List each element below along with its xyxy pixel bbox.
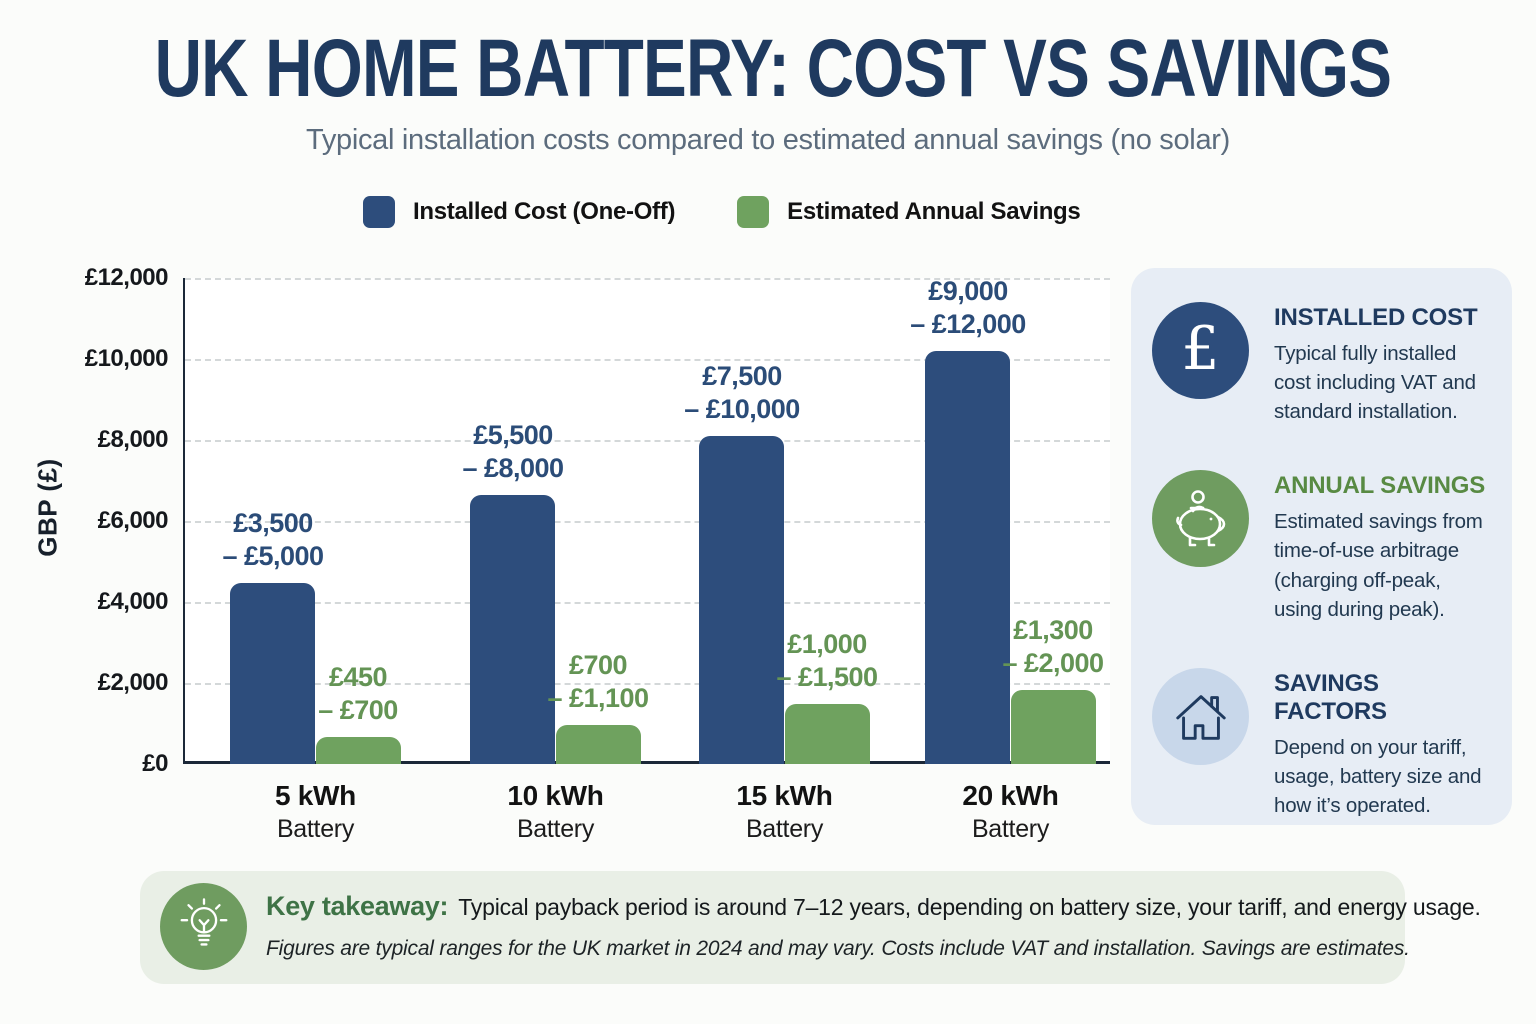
x-tick-sublabel: Battery	[745, 815, 824, 843]
y-tick-label: £12,000	[84, 264, 169, 291]
cost-bar-label: £3,500– £5,000	[163, 507, 383, 573]
cost-bar	[925, 351, 1010, 764]
bar-group: £7,500– £10,000 £1,000– £1,500 15 kWh Batte…	[684, 278, 878, 843]
cost-range-line: – £10,000	[684, 394, 800, 424]
savings-range-line: – £1,500	[776, 662, 878, 692]
y-tick-label: £4,000	[97, 588, 169, 615]
x-tick-category: 10 kWh	[507, 780, 604, 811]
cost-range-line: – £8,000	[462, 453, 564, 483]
savings-range-line: – £1,100	[547, 683, 649, 713]
plot-area: £3,500– £5,000 £450– £700 5 kWh Battery £5,5…	[183, 276, 1110, 843]
sidebar-item-title: ANNUAL SAVINGS	[1274, 472, 1485, 500]
legend-swatch-cost	[363, 196, 395, 228]
grid-line	[185, 683, 1110, 685]
cost-bar	[699, 436, 784, 764]
x-tick-category: 20 kWh	[962, 780, 1059, 811]
lightbulb-icon	[160, 883, 247, 970]
x-tick-sublabel: Battery	[971, 815, 1050, 843]
key-takeaway-text: Typical payback period is around 7–12 ye…	[458, 894, 1481, 920]
cost-range-line: – £12,000	[910, 309, 1026, 339]
chart-legend: Installed Cost (One-Off) Estimated Annua…	[363, 196, 1081, 228]
cost-range-line: £9,000	[928, 276, 1008, 306]
grid-line	[185, 521, 1110, 523]
sidebar-item-title: INSTALLED COST	[1274, 304, 1478, 331]
sidebar-item-installed-cost: £ INSTALLED COST Typical fully installed…	[1152, 302, 1492, 426]
sidebar-item-title: SAVINGS FACTORS	[1274, 669, 1387, 725]
savings-bar	[1011, 690, 1096, 764]
x-tick-label: 10 kWh Battery	[470, 780, 641, 844]
bar-group: £5,500– £8,000 £700– £1,100 10 kWh Battery	[462, 278, 649, 843]
x-tick-label: 20 kWh Battery	[925, 780, 1096, 844]
savings-range-line: £700	[568, 650, 628, 680]
sidebar-item-savings-factors: SAVINGS FACTORS Depend on your tariff, u…	[1152, 667, 1492, 820]
legend-label: Installed Cost (One-Off)	[413, 198, 676, 225]
savings-bar	[556, 725, 641, 764]
bar-group: £3,500– £5,000 £450– £700 5 kWh Battery	[222, 278, 401, 843]
cost-bar	[230, 583, 315, 764]
savings-range-line: – £700	[318, 695, 398, 725]
savings-bar-label: £450– £700	[248, 661, 468, 727]
legend-item-installed-cost: Installed Cost (One-Off)	[363, 196, 675, 228]
sidebar-item-annual-savings: ANNUAL SAVINGS Estimated savings from ti…	[1152, 470, 1492, 623]
savings-range-line: – £2,000	[1002, 648, 1104, 678]
cost-range-line: £3,500	[233, 508, 313, 538]
x-tick-sublabel: Battery	[516, 815, 595, 843]
key-takeaway-banner: Key takeaway: Typical payback period is a…	[140, 871, 1481, 984]
legend-item-annual-savings: Estimated Annual Savings	[737, 196, 1081, 228]
info-sidebar: £ INSTALLED COST Typical fully installed…	[1131, 268, 1512, 825]
pound-icon: £	[1152, 302, 1249, 399]
x-tick-label: 5 kWh Battery	[230, 780, 401, 844]
cost-bar-label: £7,500– £10,000	[632, 360, 852, 426]
sidebar-item-text: Typical fully installed cost including V…	[1274, 342, 1476, 424]
bar-group: £9,000– £12,000 £1,300– £2,000 20 kWh Batte…	[910, 276, 1104, 843]
y-tick-label: £2,000	[97, 669, 169, 696]
cost-bar-label: £5,500– £8,000	[403, 419, 623, 485]
page-subtitle: Typical installation costs compared to e…	[306, 124, 1230, 156]
grid-line	[185, 440, 1110, 442]
grid-line	[185, 359, 1110, 361]
legend-label: Estimated Annual Savings	[787, 198, 1081, 225]
savings-bar-label: £1,300– £2,000	[943, 614, 1163, 680]
cost-bar	[470, 495, 555, 764]
takeaway-footnote: Figures are typical ranges for the UK ma…	[266, 937, 1410, 960]
house-icon	[1152, 667, 1249, 765]
sidebar-item-text: Depend on your tariff, usage, battery si…	[1274, 735, 1482, 817]
page-title: UK HOME BATTERY: COST VS SAVINGS	[154, 23, 1392, 114]
cost-bar-label: £9,000– £12,000	[858, 275, 1078, 341]
savings-range-line: £450	[328, 662, 388, 692]
key-takeaway-label: Key takeaway:	[266, 891, 449, 921]
header: UK HOME BATTERY: COST VS SAVINGS Typical…	[0, 28, 1536, 157]
y-tick-label: £0	[142, 750, 168, 777]
sidebar-item-text: Estimated savings from time-of-use arbit…	[1274, 510, 1483, 621]
x-tick-label: 15 kWh Battery	[699, 780, 870, 844]
cost-range-line: £5,500	[473, 420, 553, 450]
savings-range-line: £1,300	[1013, 615, 1093, 645]
savings-bar-label: £700– £1,100	[488, 649, 708, 715]
piggy-bank-icon	[1152, 470, 1249, 568]
savings-bar	[316, 737, 401, 764]
y-tick-label: £8,000	[97, 426, 169, 453]
savings-bar	[785, 704, 870, 764]
cost-range-line: – £5,000	[222, 541, 324, 571]
savings-bar-label: £1,000– £1,500	[717, 628, 937, 694]
y-tick-label: £10,000	[84, 345, 169, 372]
grid-line	[185, 602, 1110, 604]
x-tick-sublabel: Battery	[276, 815, 355, 843]
bar-chart: GBP (£) £3,500– £5,000 £450– £700 5 kWh Bat…	[33, 264, 1110, 843]
y-tick-label: £6,000	[97, 507, 169, 534]
grid-line	[185, 278, 1110, 280]
legend-swatch-savings	[737, 196, 770, 228]
x-tick-category: 15 kWh	[736, 780, 833, 811]
cost-range-line: £7,500	[702, 361, 782, 391]
savings-range-line: £1,000	[787, 629, 867, 659]
x-tick-category: 5 kWh	[275, 780, 356, 811]
